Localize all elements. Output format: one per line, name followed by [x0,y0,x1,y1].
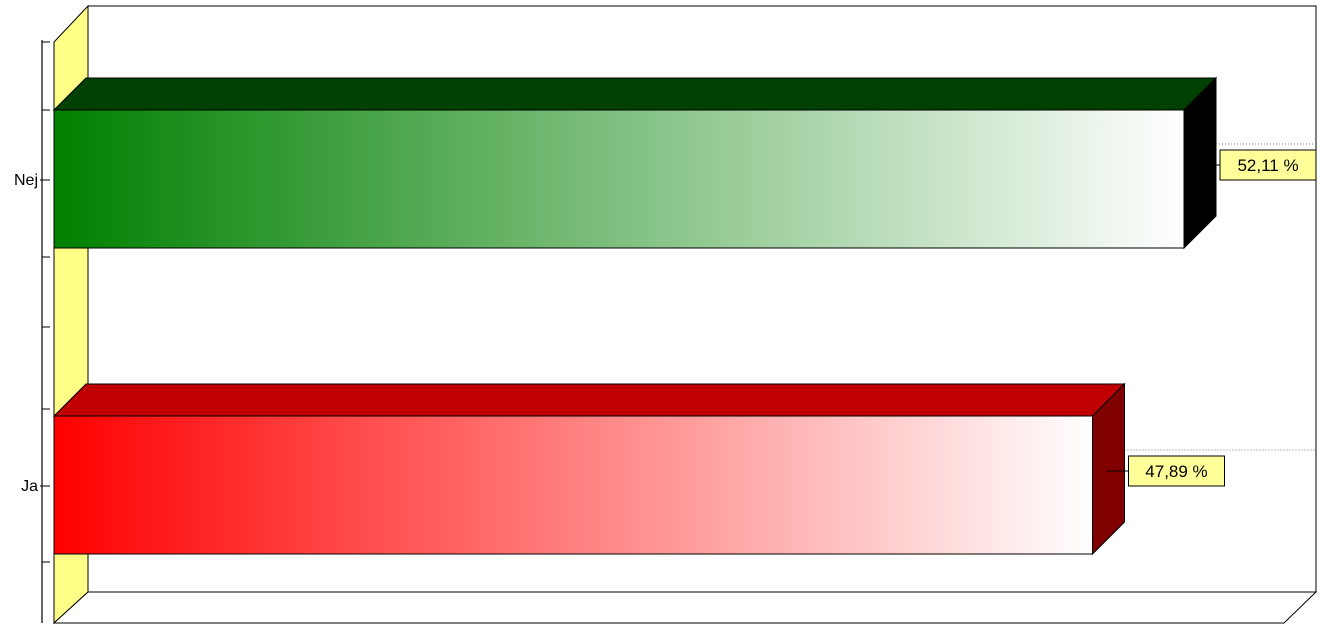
value-label: 52,11 % [1237,156,1298,175]
value-label-box [1219,149,1317,181]
value-label: 47,89 % [1145,462,1207,481]
bar-front-face [53,109,1185,249]
bar-top-face [52,383,1126,417]
category-label: Ja [21,478,38,495]
value-label-box [1127,455,1225,487]
floor [52,591,1318,624]
bars [52,76,1218,556]
bar-front-face [53,415,1093,555]
bar-top-face [52,77,1218,111]
bar-nej [52,76,1218,250]
labels: Nej 52,11 % Ja 47,89 % [14,143,1317,495]
category-label: Nej [14,172,38,189]
bar-ja [52,382,1126,556]
